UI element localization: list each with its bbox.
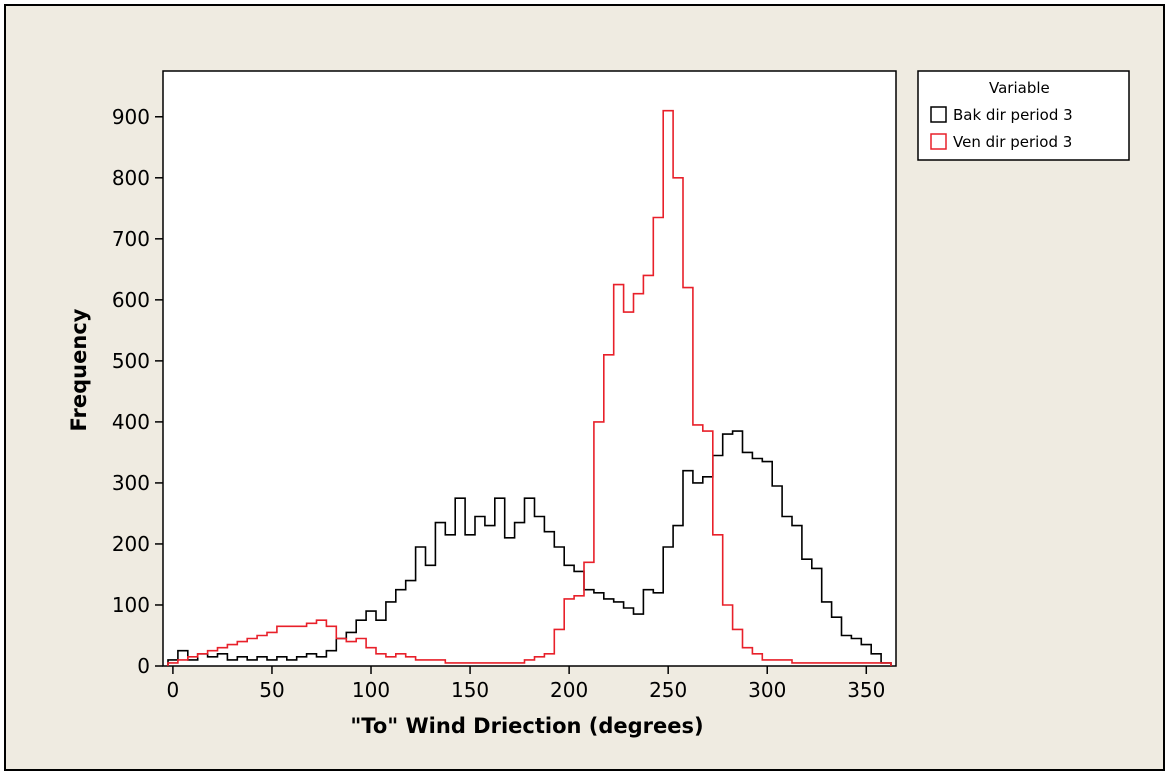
x-tick-label: 150 bbox=[451, 678, 489, 702]
x-tick-label: 300 bbox=[748, 678, 786, 702]
y-axis-title: Frequency bbox=[67, 308, 91, 431]
legend-title: Variable bbox=[989, 79, 1050, 97]
y-tick-label: 400 bbox=[112, 410, 150, 434]
legend-swatch-ven bbox=[930, 133, 947, 150]
series-layer bbox=[167, 109, 892, 666]
x-tick-label: 200 bbox=[550, 678, 588, 702]
y-tick-label: 300 bbox=[112, 471, 150, 495]
y-tick-label: 800 bbox=[112, 166, 150, 190]
y-tick-label: 200 bbox=[112, 532, 150, 556]
x-tick-label: 50 bbox=[259, 678, 284, 702]
series-0-outline bbox=[167, 430, 892, 666]
plot-area bbox=[162, 70, 897, 667]
y-tick-label: 500 bbox=[112, 349, 150, 373]
y-axis: 0 100 200 300 400 500 600 700 800 900 bbox=[112, 105, 163, 678]
legend-box bbox=[917, 70, 1130, 161]
legend: Variable Bak dir period 3 Ven dir period… bbox=[917, 70, 1130, 161]
series-1-outline bbox=[167, 109, 892, 666]
x-tick-label: 0 bbox=[167, 678, 180, 702]
x-tick-label: 250 bbox=[649, 678, 687, 702]
y-tick-label: 700 bbox=[112, 227, 150, 251]
x-axis: 0 50 100 150 200 250 300 350 bbox=[167, 666, 885, 702]
x-tick-label: 100 bbox=[352, 678, 390, 702]
legend-label-bak: Bak dir period 3 bbox=[953, 106, 1073, 124]
legend-label-ven: Ven dir period 3 bbox=[953, 133, 1072, 151]
x-axis-title: "To" Wind Driection (degrees) bbox=[350, 714, 703, 738]
x-tick-label: 350 bbox=[847, 678, 885, 702]
legend-swatch-bak bbox=[930, 106, 947, 123]
y-tick-label: 100 bbox=[112, 593, 150, 617]
y-tick-label: 0 bbox=[137, 654, 150, 678]
y-tick-label: 900 bbox=[112, 105, 150, 129]
y-tick-label: 600 bbox=[112, 288, 150, 312]
